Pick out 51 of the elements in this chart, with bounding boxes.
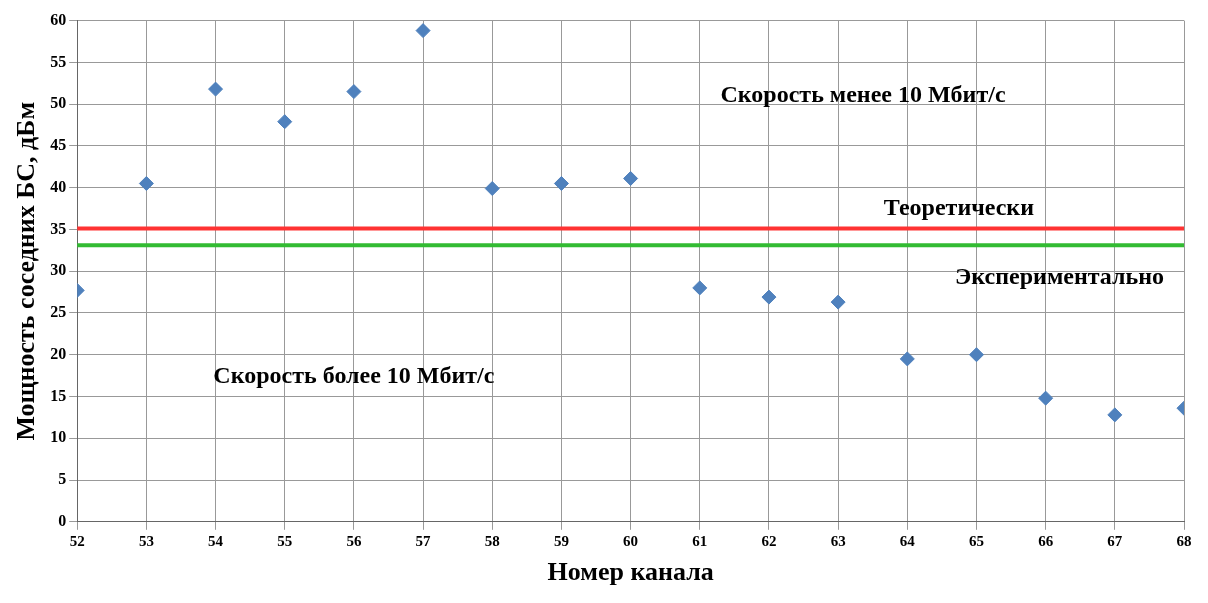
x-tick-label: 57 [415,532,432,549]
y-tick-label: 30 [50,261,67,279]
y-tick-label: 0 [58,511,67,529]
y-tick-label: 55 [50,52,67,70]
point [1107,407,1123,423]
point [692,280,708,296]
ref-line-label: Теоретически [883,193,1035,220]
y-tick-label: 35 [50,219,67,237]
x-tick-label: 64 [899,532,916,549]
x-tick-label: 52 [69,532,85,549]
x-tick-label: 56 [346,532,362,549]
x-tick-label: 62 [761,532,777,549]
x-tick-label: 60 [623,532,639,549]
y-tick-label: 50 [50,94,67,112]
point [761,289,777,305]
point [899,351,915,367]
x-axis-title: Номер канала [547,557,714,587]
x-tick-label: 59 [553,532,569,549]
x-tick-label: 68 [1176,532,1192,549]
point [553,175,569,191]
x-tick-label: 65 [968,532,984,549]
point [277,114,293,130]
point [968,347,984,363]
point [138,175,154,191]
point [208,81,224,97]
ref-line-label: Экспериментально [955,262,1164,289]
annotation: Скорость менее 10 Мбит/с [720,80,1006,107]
x-tick-label: 67 [1107,532,1123,549]
x-tick-label: 54 [208,532,224,549]
y-tick-label: 20 [50,344,67,362]
x-tick-label: 53 [138,532,154,549]
annotation: Скорость более 10 Мбит/с [213,361,495,388]
y-axis-title: Мощность соседних БС, дБм [11,101,41,441]
x-tick-label: 63 [830,532,846,549]
y-tick-label: 40 [50,177,67,195]
point [346,84,362,100]
y-tick-label: 5 [58,470,67,488]
y-tick-label: 60 [50,10,67,28]
x-tick-label: 61 [692,532,708,549]
point [1038,390,1054,406]
point [623,170,639,186]
point [415,23,431,39]
y-tick-label: 25 [50,303,67,321]
x-tick-label: 66 [1038,532,1054,549]
x-tick-label: 58 [484,532,500,549]
y-tick-label: 45 [50,136,67,154]
y-tick-label: 15 [50,386,67,404]
point [484,181,500,196]
point [830,294,846,310]
x-tick-label: 55 [277,532,293,549]
y-tick-label: 10 [50,428,67,446]
